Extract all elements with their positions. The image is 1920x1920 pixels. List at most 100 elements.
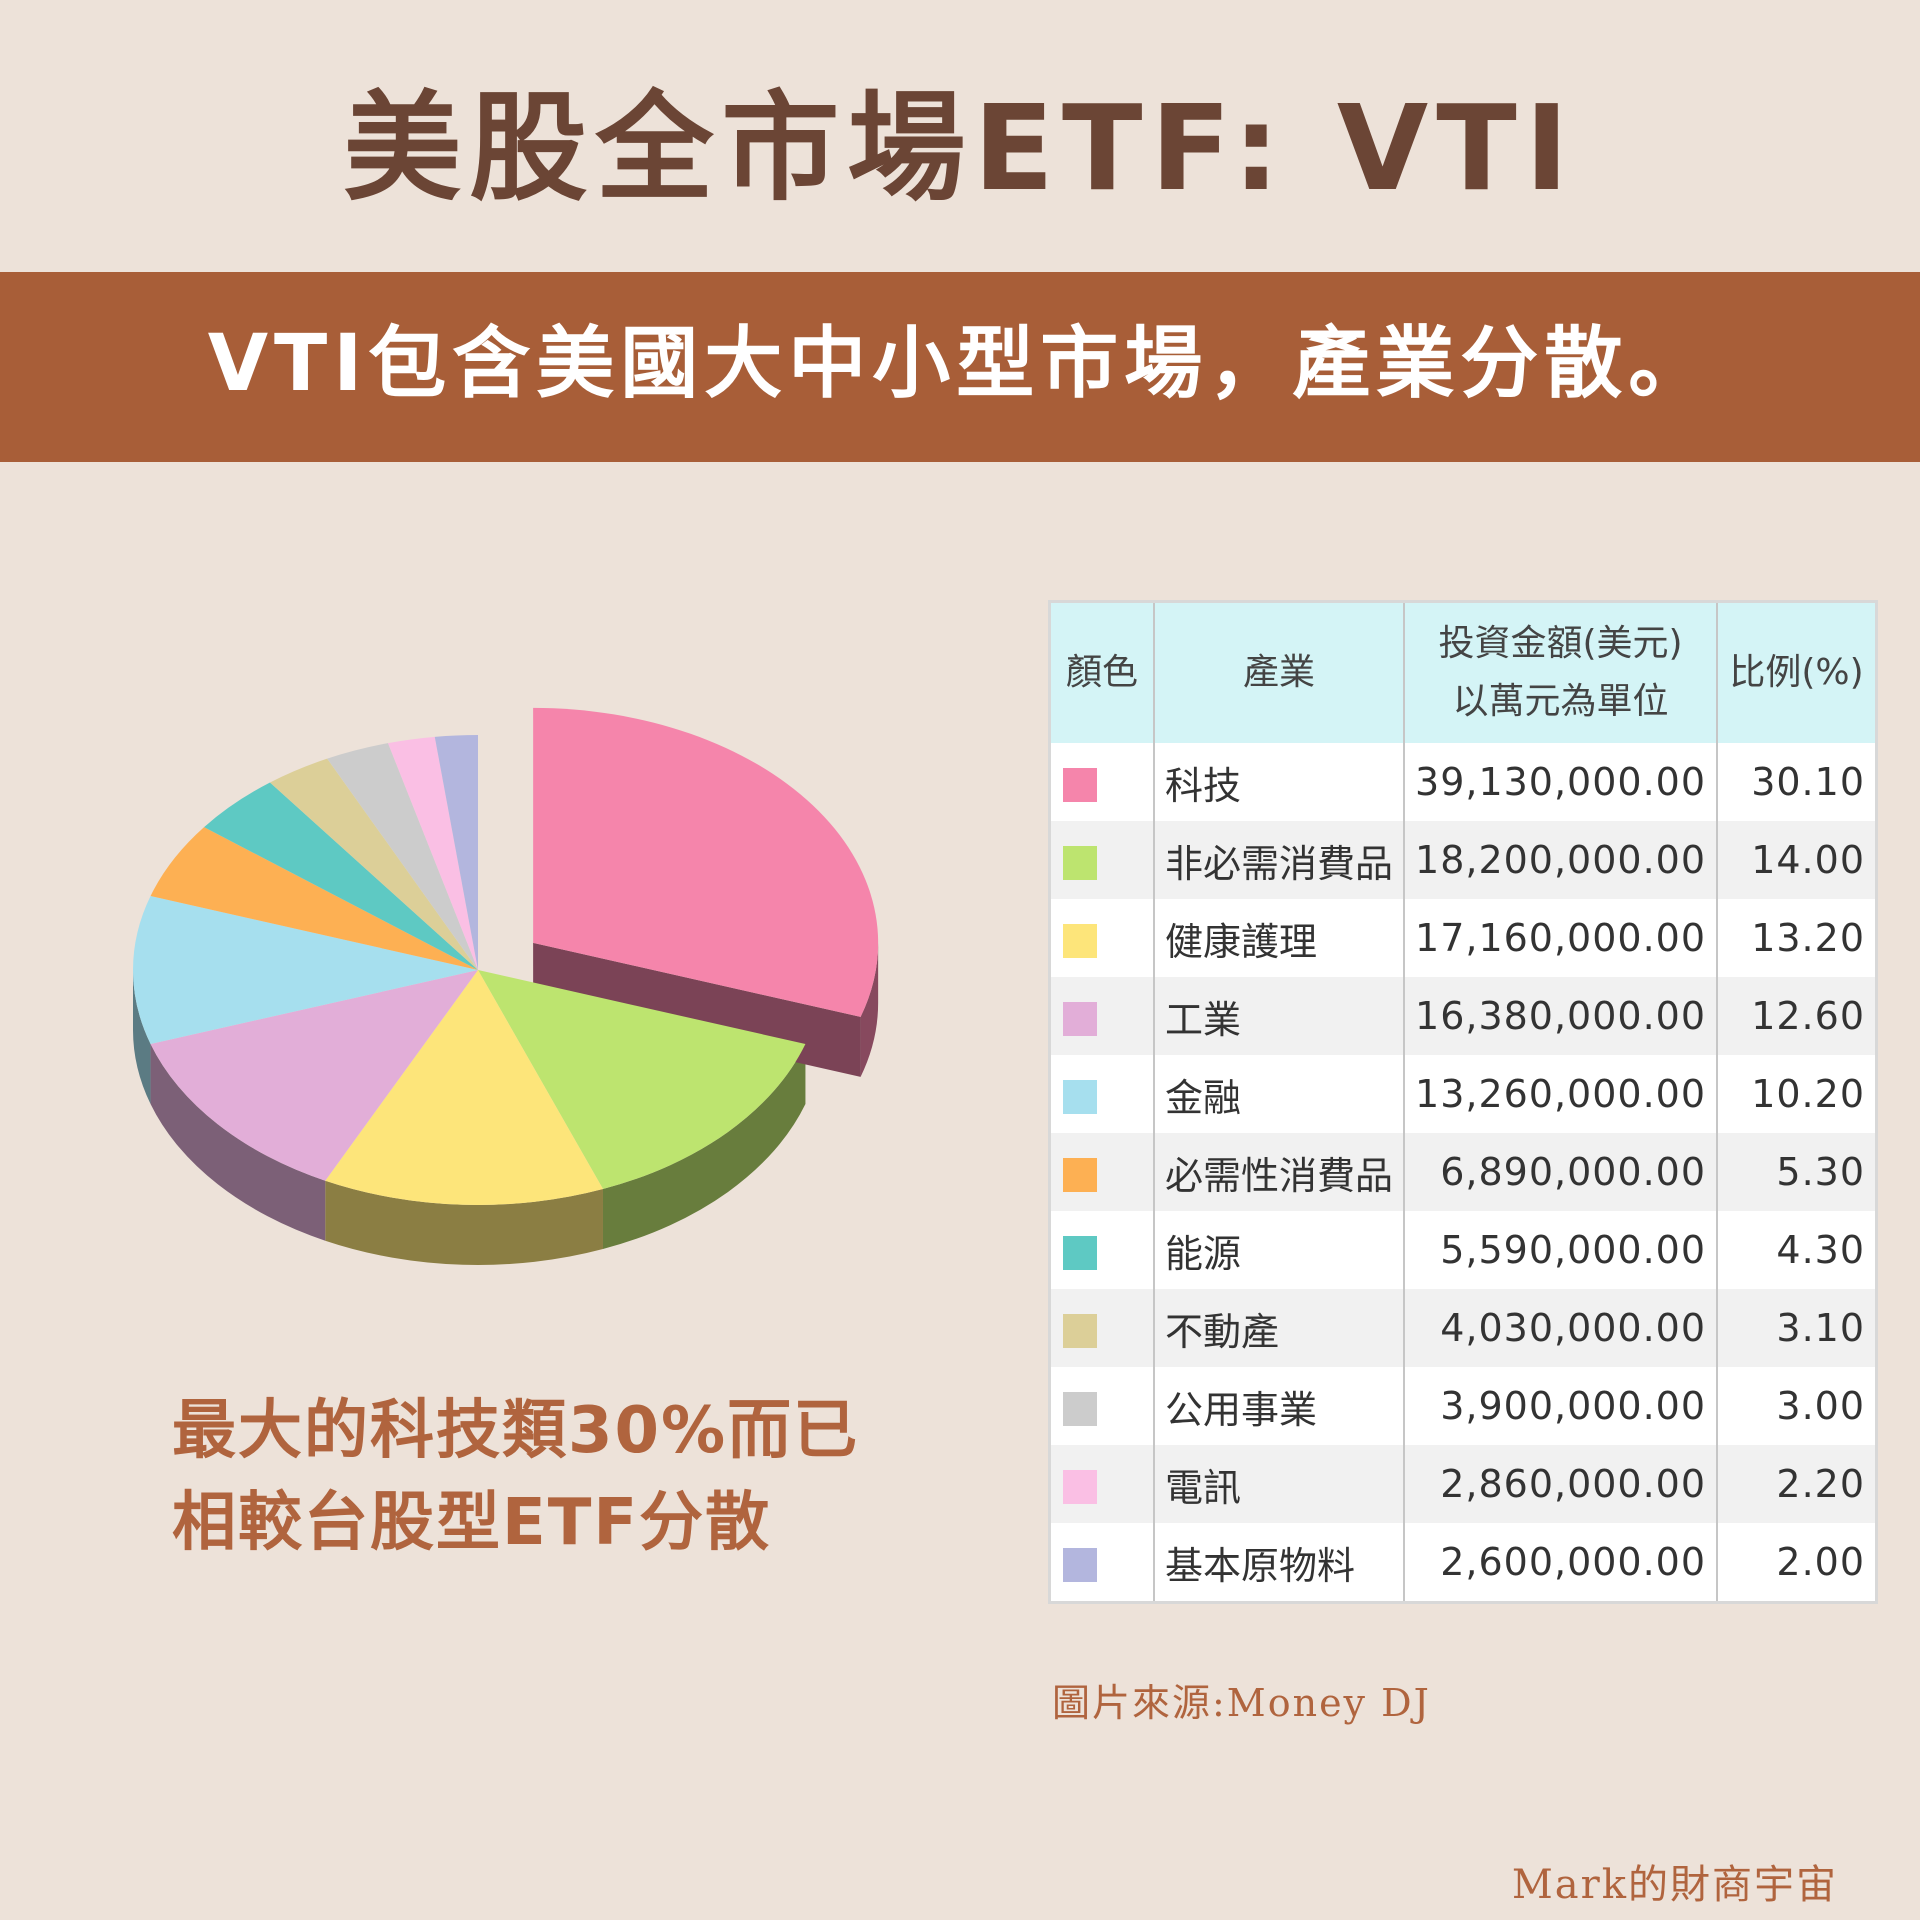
color-cell bbox=[1050, 1523, 1155, 1603]
ratio-cell: 3.10 bbox=[1716, 1289, 1877, 1367]
pie-slice-1 bbox=[478, 970, 806, 1190]
pie-slice-6 bbox=[204, 782, 478, 970]
industry-cell: 公用事業 bbox=[1152, 1367, 1405, 1445]
table-header-row: 顏色 產業 投資金額(美元) 以萬元為單位 比例(%) bbox=[1049, 601, 1877, 743]
pie-slice-5 bbox=[150, 827, 478, 970]
amount-cell: 2,860,000.00 bbox=[1403, 1445, 1718, 1523]
color-swatch bbox=[1063, 1391, 1097, 1426]
industry-cell: 能源 bbox=[1152, 1211, 1405, 1289]
amount-cell: 13,260,000.00 bbox=[1403, 1055, 1718, 1133]
industry-cell: 非必需消費品 bbox=[1152, 821, 1405, 899]
table-row: 非必需消費品 18,200,000.00 14.00 bbox=[1049, 821, 1877, 899]
pie-slice-8 bbox=[327, 743, 478, 970]
table-row: 不動產 4,030,000.00 3.10 bbox=[1049, 1289, 1877, 1367]
pie-side-1 bbox=[602, 1044, 806, 1250]
ratio-cell: 30.10 bbox=[1716, 743, 1877, 821]
header-ratio: 比例(%) bbox=[1716, 601, 1877, 743]
header-amount: 投資金額(美元) 以萬元為單位 bbox=[1403, 601, 1718, 743]
color-cell bbox=[1049, 1133, 1154, 1211]
banner-text: VTI包含美國大中小型市場，產業分散。 bbox=[207, 319, 1713, 409]
industry-cell: 基本原物料 bbox=[1152, 1523, 1405, 1603]
table-row: 工業 16,380,000.00 12.60 bbox=[1049, 977, 1877, 1055]
note-line-2: 相較台股型ETF分散 bbox=[172, 1486, 772, 1560]
table-row: 電訊 2,860,000.00 2.20 bbox=[1049, 1445, 1877, 1523]
color-cell bbox=[1049, 1289, 1154, 1367]
amount-cell: 39,130,000.00 bbox=[1403, 743, 1718, 821]
pie-side-4 bbox=[133, 970, 151, 1105]
industry-cell: 必需性消費品 bbox=[1152, 1133, 1405, 1211]
pie-slice-4 bbox=[132, 895, 478, 1045]
color-swatch bbox=[1063, 1157, 1097, 1192]
ratio-cell: 10.20 bbox=[1716, 1055, 1877, 1133]
ratio-cell: 12.60 bbox=[1716, 977, 1877, 1055]
ratio-cell: 4.30 bbox=[1716, 1211, 1877, 1289]
pie-side-0 bbox=[860, 942, 879, 1077]
ratio-cell: 14.00 bbox=[1716, 821, 1877, 899]
header-amount-line1: 投資金額(美元) bbox=[1438, 623, 1683, 664]
pie-side-2 bbox=[325, 1180, 603, 1265]
page-title: 美股全市場ETF: VTI bbox=[343, 79, 1577, 217]
header-amount-line2: 以萬元為單位 bbox=[1452, 681, 1669, 722]
pie-slice-3 bbox=[150, 970, 478, 1181]
table-row: 能源 5,590,000.00 4.30 bbox=[1050, 1211, 1877, 1289]
color-cell bbox=[1049, 977, 1154, 1055]
color-swatch bbox=[1063, 1001, 1097, 1036]
pie-chart-svg bbox=[132, 707, 879, 1265]
ratio-cell: 2.20 bbox=[1716, 1445, 1877, 1523]
pie-side-3 bbox=[150, 1044, 326, 1241]
amount-cell: 16,380,000.00 bbox=[1403, 977, 1718, 1055]
table-row: 必需性消費品 6,890,000.00 5.30 bbox=[1049, 1133, 1877, 1211]
table-row: 公用事業 3,900,000.00 3.00 bbox=[1050, 1367, 1877, 1445]
sector-table: 顏色 產業 投資金額(美元) 以萬元為單位 比例(%) 科技 39,130,000… bbox=[1048, 600, 1878, 1604]
header-industry: 產業 bbox=[1152, 601, 1405, 743]
industry-cell: 不動產 bbox=[1152, 1289, 1405, 1367]
table-body: 科技 39,130,000.00 30.10 非必需消費品 18,200,000.00 1… bbox=[1049, 743, 1877, 1603]
color-swatch bbox=[1063, 1235, 1097, 1270]
color-cell bbox=[1050, 1055, 1155, 1133]
pie-slice-10 bbox=[434, 735, 478, 970]
amount-cell: 2,600,000.00 bbox=[1403, 1523, 1718, 1603]
color-swatch bbox=[1063, 845, 1097, 880]
brand-signature: Mark的財商宇宙 bbox=[1511, 1862, 1838, 1908]
color-swatch bbox=[1063, 1313, 1097, 1348]
ratio-cell: 13.20 bbox=[1716, 899, 1877, 977]
ratio-cell: 2.00 bbox=[1716, 1523, 1877, 1603]
industry-cell: 電訊 bbox=[1152, 1445, 1405, 1523]
note-line-1: 最大的科技類30%而已 bbox=[172, 1394, 860, 1468]
amount-cell: 18,200,000.00 bbox=[1403, 821, 1718, 899]
industry-cell: 科技 bbox=[1152, 743, 1405, 821]
banner-bar bbox=[0, 272, 1920, 462]
amount-cell: 3,900,000.00 bbox=[1403, 1367, 1718, 1445]
industry-cell: 金融 bbox=[1152, 1055, 1405, 1133]
pie-slice-0 bbox=[533, 707, 879, 1017]
amount-cell: 4,030,000.00 bbox=[1403, 1289, 1718, 1367]
industry-cell: 健康護理 bbox=[1152, 899, 1405, 977]
color-cell bbox=[1050, 1211, 1155, 1289]
color-swatch bbox=[1063, 1547, 1097, 1582]
table-row: 科技 39,130,000.00 30.10 bbox=[1050, 743, 1877, 821]
pie-chart bbox=[110, 670, 910, 1290]
note: 最大的科技類30%而已 相較台股型ETF分散 bbox=[172, 1385, 859, 1569]
image-source: 圖片來源:Money DJ bbox=[1052, 1681, 1431, 1725]
table-row: 基本原物料 2,600,000.00 2.00 bbox=[1050, 1523, 1877, 1603]
amount-cell: 5,590,000.00 bbox=[1403, 1211, 1718, 1289]
table-row: 金融 13,260,000.00 10.20 bbox=[1050, 1055, 1877, 1133]
color-cell bbox=[1050, 743, 1155, 821]
amount-cell: 17,160,000.00 bbox=[1403, 899, 1718, 977]
color-cell bbox=[1050, 1367, 1155, 1445]
header-color: 顏色 bbox=[1049, 601, 1154, 743]
color-swatch bbox=[1063, 1079, 1097, 1114]
color-cell bbox=[1050, 899, 1155, 977]
industry-cell: 工業 bbox=[1152, 977, 1405, 1055]
color-cell bbox=[1049, 1445, 1154, 1523]
ratio-cell: 5.30 bbox=[1716, 1133, 1877, 1211]
amount-cell: 6,890,000.00 bbox=[1403, 1133, 1718, 1211]
color-swatch bbox=[1063, 1469, 1097, 1504]
ratio-cell: 3.00 bbox=[1716, 1367, 1877, 1445]
color-cell bbox=[1049, 821, 1154, 899]
pie-slice-2 bbox=[325, 970, 603, 1205]
table-row: 健康護理 17,160,000.00 13.20 bbox=[1050, 899, 1877, 977]
pie-slice-9 bbox=[388, 736, 478, 970]
color-swatch bbox=[1063, 923, 1097, 958]
color-swatch bbox=[1063, 767, 1097, 802]
